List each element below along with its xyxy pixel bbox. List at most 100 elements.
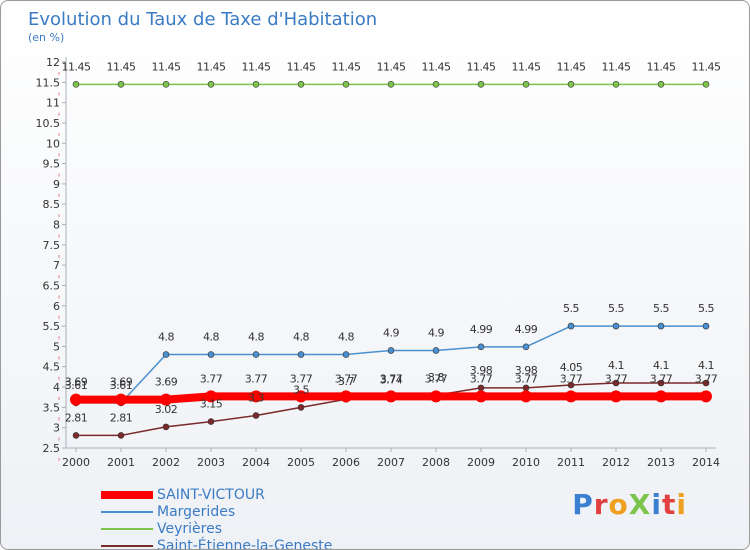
x-tick-label: 2006 [332, 456, 360, 469]
legend-swatch [101, 511, 153, 513]
legend-item: Margerides [101, 504, 235, 520]
data-point [297, 351, 305, 358]
data-label: 4.99 [470, 323, 493, 336]
legend-item: Veyrières [101, 521, 222, 537]
data-point [610, 390, 622, 403]
data-point [657, 322, 665, 330]
data-point [477, 81, 485, 88]
data-label: 11.45 [557, 60, 586, 73]
data-point [430, 390, 442, 403]
data-point [205, 390, 217, 403]
legend-swatch [101, 545, 153, 547]
data-label: 4.9 [383, 326, 399, 339]
data-label: 3.77 [515, 372, 538, 385]
data-label: 11.45 [62, 60, 91, 73]
data-point [297, 404, 305, 411]
data-point [385, 390, 397, 403]
legend-label: Margerides [157, 504, 236, 520]
y-tick-label: 10.5 [36, 117, 61, 130]
data-point [252, 412, 260, 419]
data-point [612, 322, 620, 330]
data-label: 3.5 [293, 383, 309, 396]
y-tick-label: 2.5 [43, 442, 61, 455]
x-tick-label: 2005 [287, 456, 315, 469]
data-label: 11.45 [107, 60, 136, 73]
y-tick-label: 3 [53, 422, 60, 435]
data-label: 11.45 [377, 60, 406, 73]
data-label: 2.81 [110, 411, 133, 424]
data-point [702, 81, 710, 88]
data-label: 4.05 [560, 361, 583, 374]
data-point [162, 351, 170, 358]
y-tick-label: 4.5 [43, 361, 61, 374]
x-tick-label: 2000 [62, 456, 90, 469]
data-point [115, 393, 127, 406]
data-point [702, 322, 710, 330]
series-1 [70, 390, 712, 406]
x-tick-label: 2003 [197, 456, 225, 469]
chart-subtitle: (en %) [28, 31, 64, 44]
data-label: 4.8 [248, 331, 264, 344]
data-label: 11.45 [647, 60, 676, 73]
x-tick-label: 2011 [557, 456, 585, 469]
data-label: 3.98 [515, 364, 538, 377]
data-point [477, 343, 485, 351]
data-point [477, 384, 485, 392]
y-tick-label: 11 [46, 97, 60, 110]
data-point [295, 390, 307, 403]
data-label: 11.45 [152, 60, 181, 73]
data-point [522, 81, 530, 88]
data-point [520, 390, 532, 403]
y-tick-label: 7.5 [43, 239, 61, 252]
data-label: 3.61 [110, 379, 133, 392]
y-tick-label: 11.5 [36, 76, 61, 89]
y-tick-label: 3.5 [43, 401, 61, 414]
data-label: 3.8 [428, 371, 444, 384]
y-tick-label: 5 [53, 340, 60, 353]
data-label: 3.3 [248, 391, 264, 404]
data-label: 2.81 [65, 411, 88, 424]
data-point [657, 81, 665, 88]
data-point [252, 351, 260, 358]
data-label: 5.5 [698, 302, 714, 315]
data-point [565, 390, 577, 403]
data-point [340, 390, 352, 403]
data-point [432, 81, 440, 88]
series-4-labels: 2.81 2.81 3.02 3.15 3.3 3.5 3.7 3.74 3.8 3.98 3.98… [65, 359, 715, 424]
series-3 [72, 81, 710, 88]
data-point [70, 393, 82, 406]
data-label: 11.45 [197, 60, 226, 73]
data-label: 3.69 [110, 376, 133, 389]
data-label: 4.1 [608, 359, 624, 372]
data-label: 3.77 [335, 372, 358, 385]
data-label: 3.77 [470, 372, 493, 385]
data-point [655, 390, 667, 403]
y-tick-label: 7 [53, 259, 60, 272]
legend-label: Veyrières [157, 521, 223, 537]
data-label: 3.77 [245, 372, 268, 385]
data-point [522, 384, 530, 392]
series-3-labels: 11.45 11.45 11.45 11.45 11.45 11.45 11.45 11.45… [62, 60, 722, 73]
data-point [162, 423, 170, 431]
x-tick-label: 2009 [467, 456, 495, 469]
data-label: 3.69 [155, 376, 178, 389]
brand-logo: ProXiti [572, 488, 687, 521]
data-point [117, 81, 125, 88]
data-label: 3.77 [380, 372, 403, 385]
chart-title: Evolution du Taux de Taxe d'Habitation [28, 9, 377, 30]
data-point [72, 81, 80, 88]
data-point [387, 81, 395, 88]
data-label: 3.77 [695, 372, 718, 385]
data-point [162, 81, 170, 88]
data-label: 5.5 [653, 302, 669, 315]
legend-swatch [101, 491, 153, 499]
y-tick-label: 5.5 [43, 320, 61, 333]
legend-swatch [101, 528, 153, 530]
y-tick-label: 4 [53, 381, 60, 394]
data-label: 3.77 [560, 372, 583, 385]
data-label: 3.77 [650, 372, 673, 385]
x-tick-label: 2002 [152, 456, 180, 469]
data-label: 5.5 [608, 302, 624, 315]
x-tick-label: 2007 [377, 456, 405, 469]
data-point [657, 379, 665, 387]
